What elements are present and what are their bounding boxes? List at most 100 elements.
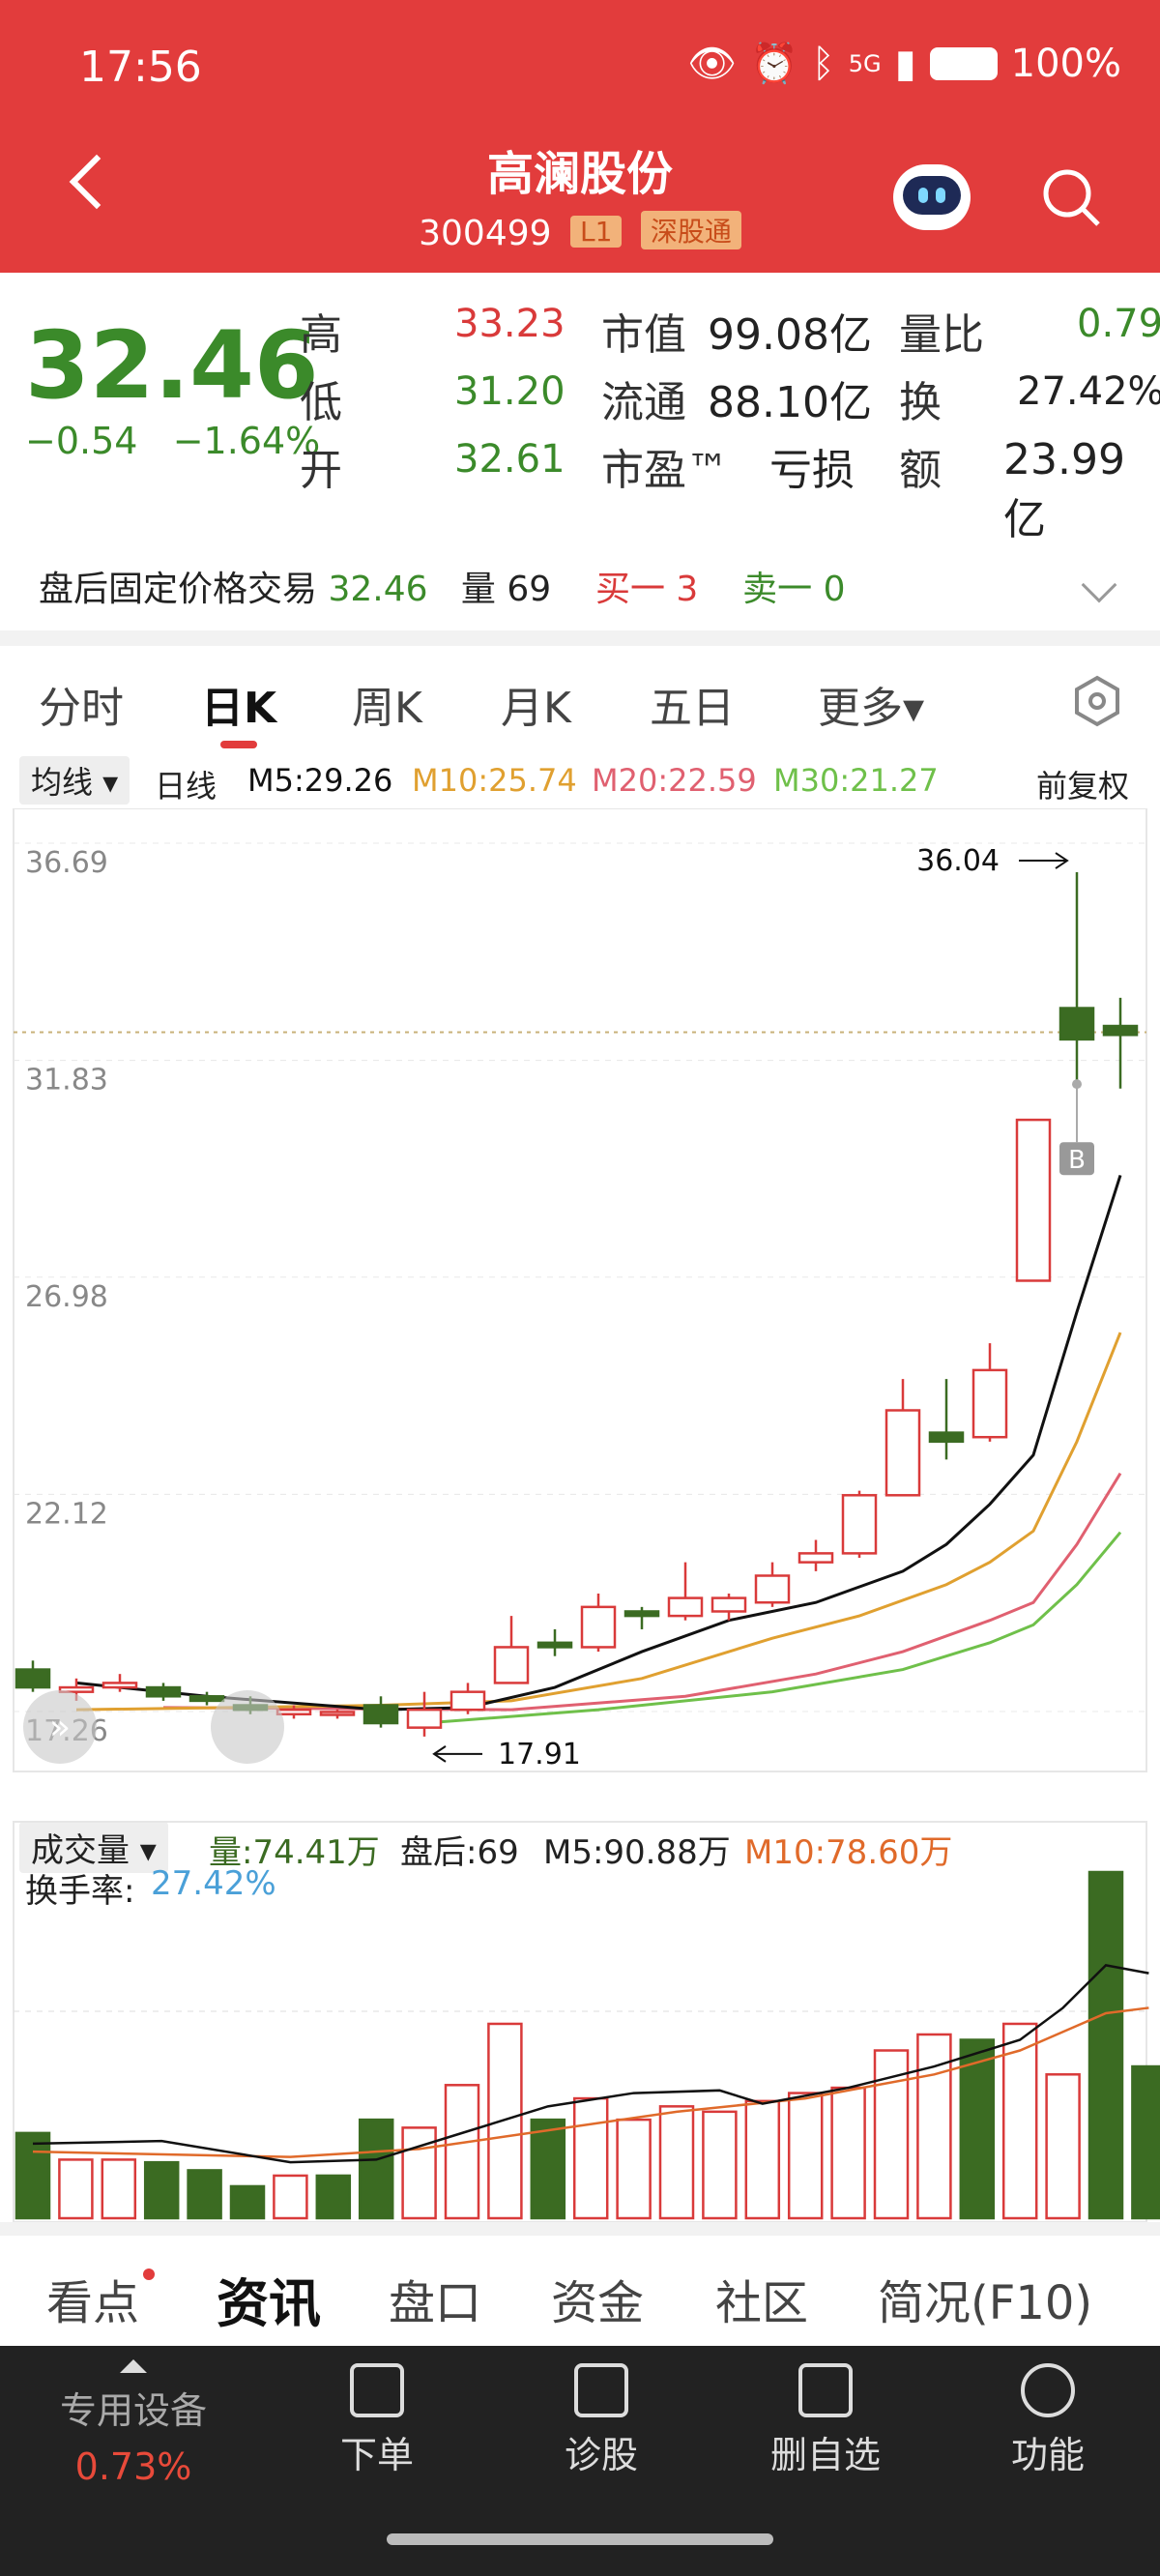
volume-bar [1045, 2073, 1081, 2220]
ma20-value: M20:22.59 [592, 762, 757, 799]
open-label: 开 [300, 446, 342, 495]
stock-subline: 300499 L1 深股通 [0, 211, 1160, 253]
status-icons: 👁 ⏰ ᛒ 5G ▮ 100% [687, 41, 1121, 87]
indicator-selector[interactable]: 均线 ▾ [19, 756, 130, 805]
volume-selector[interactable]: 成交量 ▾ [19, 1822, 168, 1873]
tab-more[interactable]: 更多▾ [818, 684, 925, 733]
candle-body [1058, 1007, 1095, 1041]
signal-badge [1059, 1142, 1094, 1176]
volume-bar [959, 2038, 996, 2220]
tab-monthly-k[interactable]: 月K [501, 684, 571, 733]
after-hours-row[interactable]: 盘后固定价格交易 32.46 量 69 买一 3 卖一 0 [0, 534, 1160, 638]
low-value: 31.20 [454, 369, 566, 414]
sell1-value: 0 [823, 570, 846, 609]
tab-news[interactable]: 资讯 [217, 2273, 321, 2334]
float-value: 88.10亿 [708, 378, 872, 427]
candle-body [624, 1610, 660, 1618]
tab-orderbook[interactable]: 盘口 [389, 2276, 482, 2330]
minus-box-icon [798, 2363, 853, 2417]
low-marker-label: 17.91 [498, 1738, 581, 1771]
tab-f10[interactable]: 简况(F10) [878, 2276, 1093, 2330]
chevron-down-icon[interactable] [1081, 567, 1117, 603]
volume-bar [101, 2158, 137, 2220]
vol-ma10: M10:78.60万 [744, 1833, 953, 1872]
volume-bar [572, 2096, 609, 2220]
volume-chart[interactable] [0, 1818, 1160, 2224]
open-value: 32.61 [454, 437, 566, 482]
diagnose-label: 诊股 [564, 2434, 638, 2476]
tab-highlights[interactable]: 看点 [46, 2276, 140, 2330]
sector-label: 专用设备 [59, 2389, 207, 2432]
volume-bar [530, 2118, 566, 2220]
order-button[interactable]: 下单 [280, 2346, 474, 2478]
volume-bar [658, 2105, 695, 2220]
volume-bar [616, 2118, 652, 2220]
ma10-value: M10:25.74 [412, 762, 577, 799]
ma-line-m30 [423, 1531, 1122, 1725]
low-marker-arrowhead [432, 1745, 447, 1763]
candle-body [1015, 1118, 1052, 1282]
volratio-value: 0.79 [1077, 302, 1160, 346]
buy1-value: 3 [676, 570, 699, 609]
after-hours-price: 32.46 [328, 570, 428, 609]
volume-bar [873, 2049, 910, 2220]
plus-box-icon [574, 2363, 628, 2417]
document-icon [350, 2363, 404, 2417]
volume-bar [830, 2086, 866, 2220]
volume-bar [1001, 2022, 1038, 2220]
adjust-mode[interactable]: 前复权 [1036, 768, 1130, 805]
candle-body [972, 1368, 1008, 1439]
diagnose-button[interactable]: 诊股 [505, 2346, 698, 2478]
candle-body [319, 1711, 356, 1716]
tab-five-day[interactable]: 五日 [650, 684, 735, 733]
buy1-label: 买一 [594, 570, 665, 609]
unread-dot [143, 2269, 155, 2280]
sector-info[interactable]: 专用设备 0.73% [37, 2346, 230, 2488]
candle-body [14, 1668, 51, 1689]
remove-watchlist-label: 删自选 [769, 2434, 881, 2476]
candle-body [580, 1605, 617, 1649]
candle-body [493, 1646, 530, 1684]
tab-community[interactable]: 社区 [715, 2276, 809, 2330]
volume-bar [1088, 1870, 1124, 2220]
volume-bar [702, 2110, 738, 2220]
tab-weekly-k[interactable]: 周K [352, 684, 422, 733]
menu-circle-icon [1021, 2363, 1075, 2417]
candle-body [406, 1708, 443, 1729]
pe-value: 亏损 [769, 446, 855, 495]
candle-body [102, 1682, 138, 1689]
low-label: 低 [300, 378, 342, 427]
search-icon[interactable] [1040, 166, 1102, 228]
pe-label: 市盈™ [601, 446, 729, 495]
amount-value: 23.99亿 [1003, 435, 1125, 544]
tab-funds[interactable]: 资金 [551, 2276, 645, 2330]
remove-watchlist-button[interactable]: 删自选 [729, 2346, 922, 2478]
mktcap-value: 99.08亿 [708, 310, 872, 360]
candle-body [667, 1596, 704, 1618]
eye-icon: 👁 [687, 42, 737, 86]
tab-daily-k[interactable]: 日K [201, 684, 277, 733]
volume-bar [358, 2118, 394, 2220]
volume-bar [229, 2184, 266, 2220]
settings-hexagon-icon[interactable] [1071, 675, 1123, 727]
quote-panel: 32.46 −0.54 −1.64% 高 33.23 低 31.20 开 32.… [0, 273, 1160, 640]
news-tabs: 看点 资讯 盘口 资金 社区 简况(F10) [0, 2236, 1160, 2346]
signal-dot [1072, 1079, 1082, 1090]
ma5-value: M5:29.26 [247, 762, 393, 799]
turnover-rate-label: 换手率: [25, 1872, 135, 1911]
float-label: 流通 [601, 378, 686, 427]
mktcap-label: 市值 [601, 310, 686, 360]
app-header: 17:56 👁 ⏰ ᛒ 5G ▮ 100% 高澜股份 300499 L1 深股通 [0, 0, 1160, 273]
candlestick-chart[interactable]: 36.6931.8326.9822.1217.262025/07/162025/… [0, 808, 1160, 1775]
functions-button[interactable]: 功能 [951, 2346, 1145, 2478]
tag-level: L1 [570, 216, 623, 248]
candle-body [754, 1574, 791, 1604]
vol-ma5: M5:90.88万 [543, 1833, 731, 1872]
volume-bar [487, 2022, 523, 2220]
after-hours-vol-label: 量 [460, 570, 496, 609]
y-tick-label: 36.69 [25, 846, 108, 880]
high-marker-arrowhead [1055, 852, 1069, 869]
chevron-up-icon [120, 2359, 147, 2373]
tab-intraday[interactable]: 分时 [39, 684, 124, 733]
assistant-robot-icon[interactable] [893, 164, 971, 230]
